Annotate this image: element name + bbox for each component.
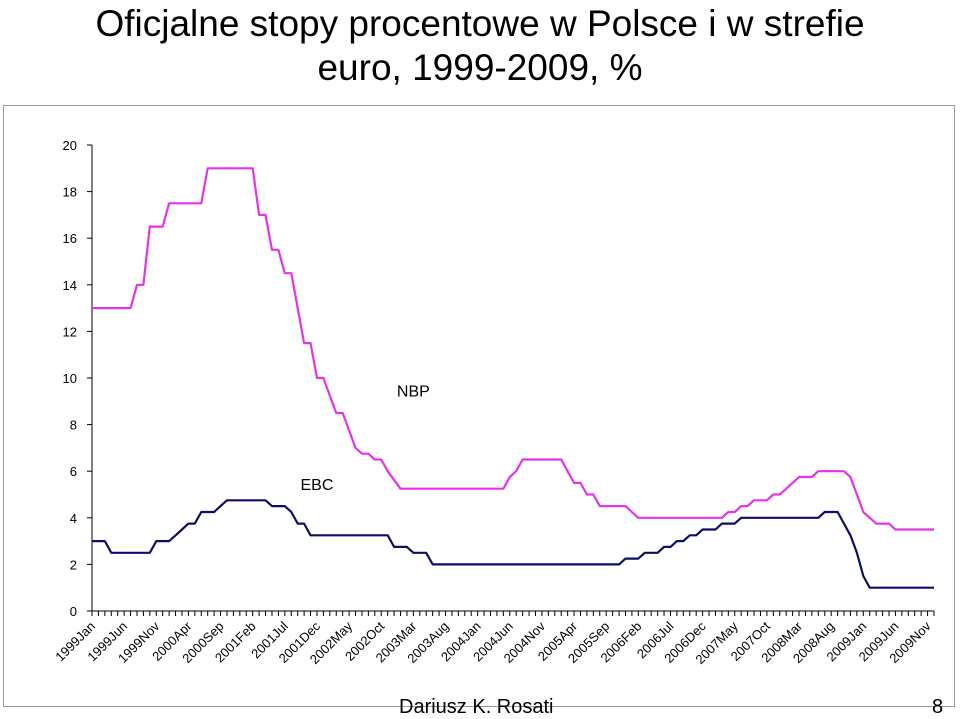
y-tick-label: 6 [70, 464, 77, 479]
y-tick-label: 16 [63, 231, 77, 246]
page-title: Oficjalne stopy procentowe w Polsce i w … [0, 2, 960, 90]
y-axis-ticks: 0 2 4 6 8 10 12 14 16 18 20 [63, 138, 92, 619]
y-tick-label: 20 [63, 138, 77, 153]
y-tick-label: 10 [63, 371, 77, 386]
series-label-nbp: NBP [397, 384, 430, 401]
chart-frame [3, 105, 955, 707]
author-name: Dariusz K. Rosati [399, 696, 554, 718]
y-tick-label: 2 [70, 557, 77, 572]
y-tick-label: 12 [63, 324, 77, 339]
page-title-line-2: euro, 1999-2009, % [317, 47, 643, 88]
x-axis-ticks: 1999Jan1999Jun1999Nov2000Apr2000Sep2001F… [52, 611, 935, 667]
page-number: 8 [932, 696, 944, 718]
chart-axes [91, 145, 934, 612]
series-lines [92, 167, 934, 589]
page-title-line-1: Oficjalne stopy procentowe w Polsce i w … [95, 3, 865, 44]
y-tick-label: 14 [63, 278, 77, 293]
y-tick-label: 0 [70, 604, 77, 619]
y-tick-label: 4 [70, 511, 77, 526]
series-line-nbp [92, 167, 934, 531]
y-tick-label: 18 [63, 185, 77, 200]
series-label-ebc: EBC [301, 477, 334, 494]
y-tick-label: 8 [70, 418, 77, 433]
series-line-ebc [92, 499, 934, 589]
series-labels: NBP EBC [301, 384, 430, 494]
